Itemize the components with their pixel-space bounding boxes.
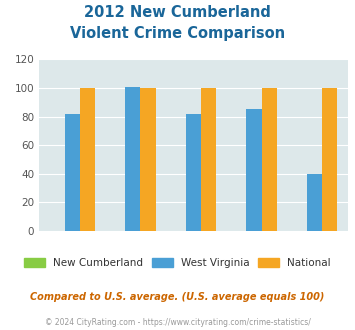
Legend: New Cumberland, West Virginia, National: New Cumberland, West Virginia, National [24, 258, 331, 268]
Text: 2012 New Cumberland: 2012 New Cumberland [84, 5, 271, 20]
Bar [125, 86, 141, 231]
Bar [307, 174, 322, 231]
Bar [186, 114, 201, 231]
Bar [322, 88, 337, 231]
Text: © 2024 CityRating.com - https://www.cityrating.com/crime-statistics/: © 2024 CityRating.com - https://www.city… [45, 318, 310, 327]
Bar [262, 88, 277, 231]
Bar [65, 114, 80, 231]
Text: Violent Crime Comparison: Violent Crime Comparison [70, 26, 285, 41]
Bar [141, 88, 155, 231]
Bar [246, 110, 262, 231]
Text: Compared to U.S. average. (U.S. average equals 100): Compared to U.S. average. (U.S. average … [30, 292, 325, 302]
Bar [80, 88, 95, 231]
Bar [201, 88, 216, 231]
